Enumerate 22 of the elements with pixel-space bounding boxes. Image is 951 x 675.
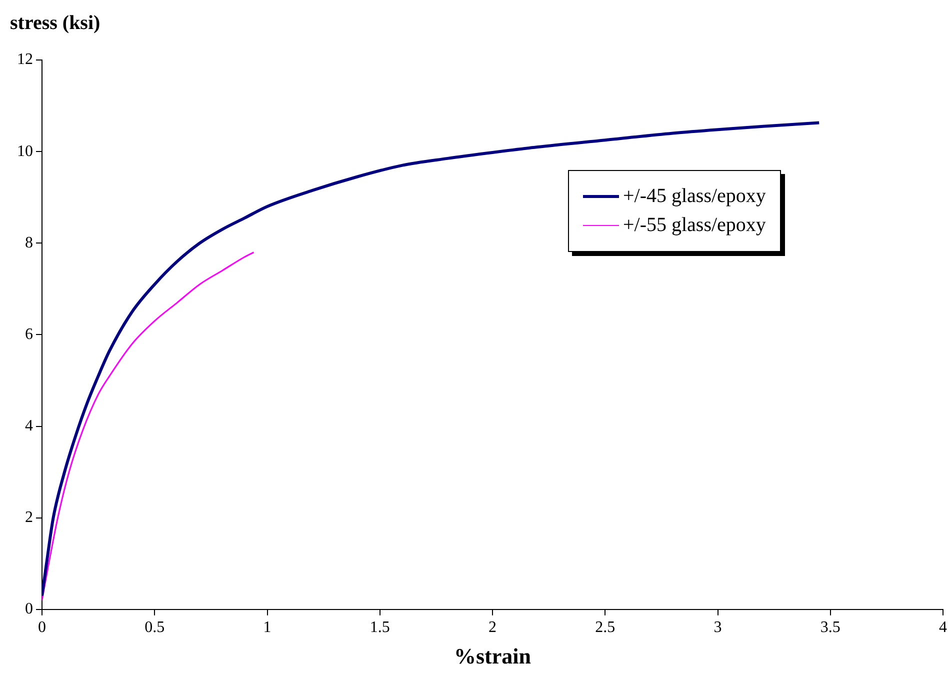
x-tick-label: 2.5 xyxy=(595,619,616,636)
legend-label: +/-55 glass/epoxy xyxy=(623,214,766,237)
x-tick-label: 2 xyxy=(488,619,496,636)
y-axis-title: stress (ksi) xyxy=(10,12,100,35)
x-tick-label: 1 xyxy=(263,619,272,636)
y-tick-label: 4 xyxy=(25,417,33,434)
x-tick-label: 3.5 xyxy=(820,619,840,636)
y-tick-label: 12 xyxy=(17,51,33,68)
y-tick-label: 0 xyxy=(25,600,33,618)
x-tick-label: 0.5 xyxy=(144,619,165,636)
x-tick-label: 1.5 xyxy=(370,619,390,636)
y-tick-label: 6 xyxy=(25,326,33,343)
y-tick-label: 10 xyxy=(17,142,33,160)
y-tick-label: 8 xyxy=(25,234,33,252)
y-tick-label: 2 xyxy=(25,509,33,526)
x-axis-title: %strain xyxy=(454,643,531,668)
line-series xyxy=(42,121,821,598)
legend-label: +/-45 glass/epoxy xyxy=(623,184,766,208)
x-tick-label: 4 xyxy=(939,619,947,636)
x-tick-label: 0 xyxy=(38,619,46,636)
line-series xyxy=(42,252,254,601)
x-tick-label: 3 xyxy=(714,619,722,636)
